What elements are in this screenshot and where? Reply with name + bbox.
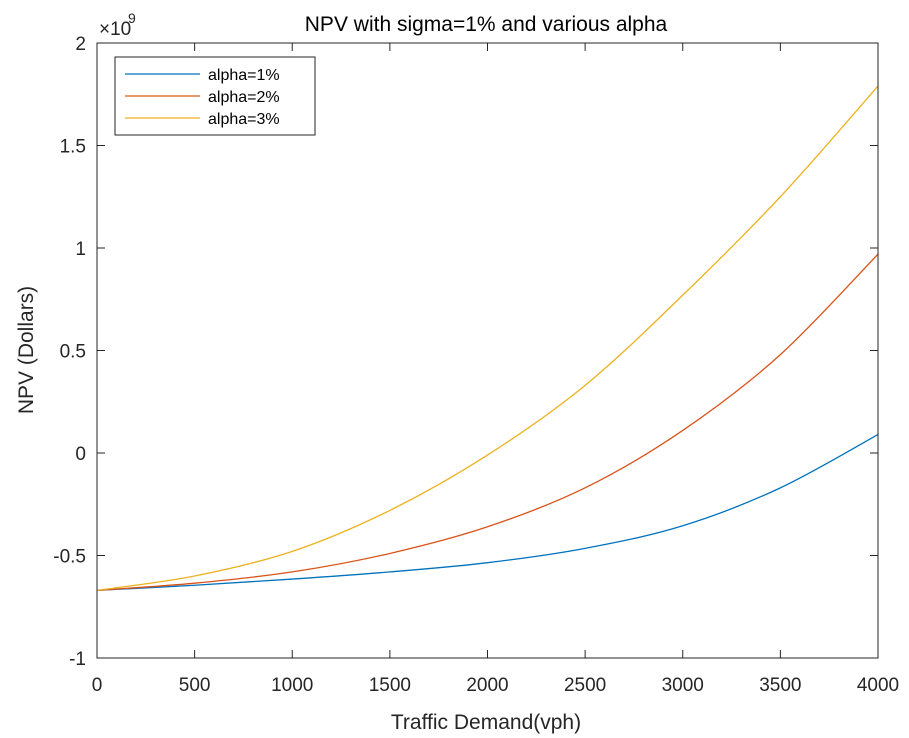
- y-tick-label: 0: [75, 444, 86, 465]
- y-exponent-power: 9: [128, 10, 136, 26]
- x-tick-label: 1000: [271, 675, 313, 696]
- axis-tick-labels: 0 500 1000 1500 2000 2500 3000 3500 4000 -1 -0.5 0 0…: [53, 34, 899, 696]
- y-axis-exponent: ×10 9: [99, 10, 136, 40]
- legend-label-2: alpha=2%: [208, 89, 280, 106]
- y-tick-label: -1: [69, 649, 86, 670]
- axis-ticks: [96, 42, 879, 659]
- x-tick-label: 3500: [759, 675, 801, 696]
- y-tick-label: 1.5: [60, 137, 86, 158]
- y-tick-label: 1: [75, 239, 86, 260]
- y-tick-label: 0.5: [60, 342, 86, 363]
- x-tick-label: 4000: [857, 675, 899, 696]
- x-tick-label: 2000: [466, 675, 508, 696]
- x-tick-label: 3000: [662, 675, 704, 696]
- x-tick-label: 500: [179, 675, 211, 696]
- legend: alpha=1% alpha=2% alpha=3%: [114, 56, 316, 136]
- series-line-2: [96, 253, 879, 591]
- x-tick-label: 1500: [369, 675, 411, 696]
- y-exponent-base: ×10: [99, 19, 131, 40]
- series-line-3: [96, 85, 879, 591]
- series-line-1: [96, 433, 879, 591]
- y-tick-label: -0.5: [53, 547, 86, 568]
- x-axis-label: Traffic Demand(vph): [391, 711, 581, 734]
- chart-title: NPV with sigma=1% and various alpha: [305, 13, 668, 36]
- plot-area: [97, 43, 878, 658]
- x-tick-label: 2500: [564, 675, 606, 696]
- plot-background: [97, 43, 878, 658]
- y-axis-label: NPV (Dollars): [15, 286, 38, 414]
- y-tick-label: 2: [75, 34, 86, 55]
- x-tick-label: 0: [92, 675, 103, 696]
- legend-label-3: alpha=3%: [208, 111, 280, 128]
- legend-label-1: alpha=1%: [208, 67, 280, 84]
- series-lines: [96, 85, 879, 591]
